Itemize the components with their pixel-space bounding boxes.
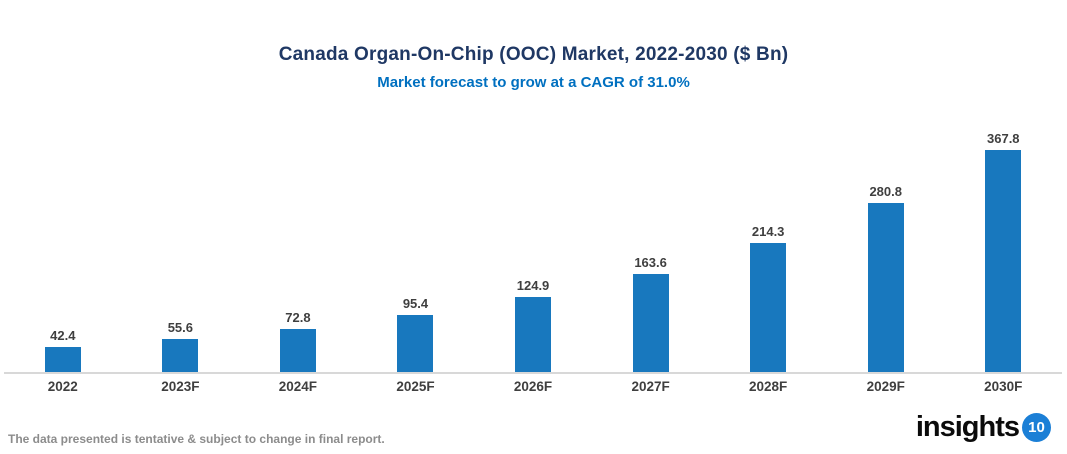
x-axis-label: 2028F (749, 379, 788, 394)
bar-slot: 367.8 (945, 131, 1063, 373)
bar-value-label: 163.6 (634, 255, 667, 270)
bar-chart: 42.4 55.6 72.8 95.4 124.9 163.6 214.3 280.8 367.… (4, 113, 1062, 373)
bar-value-label: 367.8 (987, 131, 1020, 146)
bar-slot: 280.8 (827, 184, 945, 373)
bar-value-label: 72.8 (285, 310, 311, 325)
bar-value-label: 42.4 (50, 328, 76, 343)
bar (867, 203, 904, 373)
x-axis-label: 2030F (984, 379, 1023, 394)
bar-slot: 214.3 (709, 224, 827, 373)
bar-slot: 124.9 (474, 278, 592, 373)
x-axis-line (4, 372, 1062, 374)
bar (985, 150, 1022, 373)
bar (515, 297, 552, 373)
bar-value-label: 214.3 (751, 224, 785, 239)
bar-slot: 42.4 (4, 328, 122, 373)
bar-slot: 55.6 (122, 320, 240, 373)
x-axis-label: 2022 (47, 379, 78, 394)
bar-slot: 72.8 (239, 310, 357, 373)
x-axis-label: 2023F (161, 379, 200, 394)
bar-value-label: 55.6 (167, 320, 193, 335)
bar (162, 339, 199, 373)
chart-subtitle: Market forecast to grow at a CAGR of 31.… (377, 74, 690, 91)
x-axis-label: 2025F (396, 379, 435, 394)
logo-wordmark: insights (915, 411, 1020, 443)
bar (279, 329, 316, 373)
bar (632, 274, 669, 373)
bar (750, 243, 787, 373)
bar-slot: 163.6 (592, 255, 710, 373)
bar (44, 347, 81, 373)
disclaimer-note: The data presented is tentative & subjec… (8, 432, 385, 446)
logo-badge-icon: 10 (1022, 413, 1051, 442)
x-axis-label: 2024F (278, 379, 318, 394)
bar-slot: 95.4 (357, 296, 475, 373)
bar (397, 315, 434, 373)
x-axis-label: 2027F (631, 379, 670, 394)
bar-value-label: 280.8 (869, 184, 902, 199)
x-axis-label: 2029F (866, 379, 905, 394)
bar-value-label: 95.4 (402, 296, 429, 311)
chart-title: Canada Organ-On-Chip (OOC) Market, 2022-… (278, 44, 789, 65)
bar-value-label: 124.9 (516, 278, 550, 293)
x-axis-label: 2026F (513, 379, 553, 394)
insights10-logo: insights 10 (916, 413, 1051, 442)
x-axis-labels: 2022 2023F 2024F 2025F 2026F 2027F 2028F 2029F 2… (4, 379, 1062, 394)
